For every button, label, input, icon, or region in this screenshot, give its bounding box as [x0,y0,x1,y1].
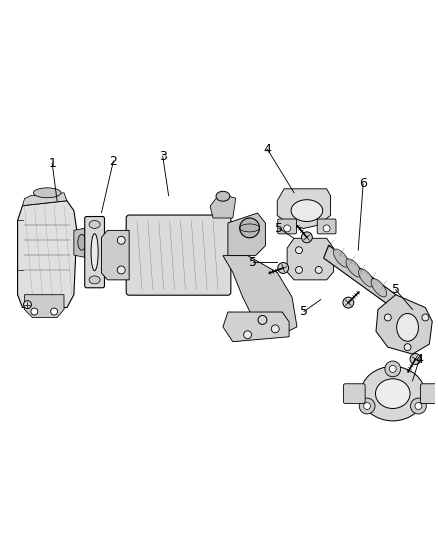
Ellipse shape [216,191,230,201]
Circle shape [385,361,401,377]
Ellipse shape [375,379,410,408]
Ellipse shape [360,367,425,421]
Circle shape [389,366,396,373]
Text: 3: 3 [159,150,167,163]
Ellipse shape [89,221,100,229]
Ellipse shape [33,188,61,198]
Text: 1: 1 [48,157,56,169]
Ellipse shape [333,249,349,267]
Circle shape [296,247,302,254]
Polygon shape [18,201,77,308]
Text: 6: 6 [359,177,367,190]
Circle shape [278,263,289,273]
FancyBboxPatch shape [420,384,438,403]
Polygon shape [223,312,289,342]
Polygon shape [324,245,403,311]
Ellipse shape [91,233,98,271]
Polygon shape [376,295,432,354]
Circle shape [315,266,322,273]
Circle shape [244,331,251,339]
FancyBboxPatch shape [85,216,105,288]
Text: 5: 5 [249,255,257,269]
Polygon shape [102,230,129,280]
Text: 5: 5 [392,283,400,296]
FancyBboxPatch shape [278,219,297,234]
Circle shape [343,297,354,308]
Text: 4: 4 [263,143,271,156]
Circle shape [240,218,259,238]
Circle shape [323,225,330,232]
Polygon shape [210,193,236,218]
Circle shape [385,314,391,321]
Circle shape [271,325,279,333]
Polygon shape [287,238,333,280]
Text: 5: 5 [275,222,283,235]
Circle shape [117,236,125,244]
Circle shape [258,316,267,325]
Text: 5: 5 [300,305,308,318]
Ellipse shape [359,269,374,287]
Circle shape [404,344,411,351]
Circle shape [24,301,32,309]
FancyBboxPatch shape [343,384,365,403]
Circle shape [296,266,302,273]
Polygon shape [25,295,64,318]
Circle shape [301,232,312,243]
Polygon shape [228,213,265,256]
Text: 2: 2 [110,155,117,167]
Text: 4: 4 [416,352,424,366]
Polygon shape [74,229,87,257]
Circle shape [415,402,422,409]
Circle shape [284,225,290,232]
Polygon shape [223,256,297,337]
Ellipse shape [89,276,100,284]
Circle shape [359,398,375,414]
Circle shape [410,398,426,414]
Circle shape [410,353,421,365]
Ellipse shape [346,259,361,277]
FancyBboxPatch shape [317,219,336,234]
Polygon shape [22,193,67,206]
Ellipse shape [397,313,418,341]
Circle shape [51,308,57,315]
FancyBboxPatch shape [126,215,231,295]
Polygon shape [277,189,331,229]
Circle shape [31,308,38,315]
Ellipse shape [78,235,86,250]
Circle shape [117,266,125,274]
Ellipse shape [291,200,323,222]
Circle shape [422,314,429,321]
Ellipse shape [371,279,387,297]
Circle shape [364,402,371,409]
